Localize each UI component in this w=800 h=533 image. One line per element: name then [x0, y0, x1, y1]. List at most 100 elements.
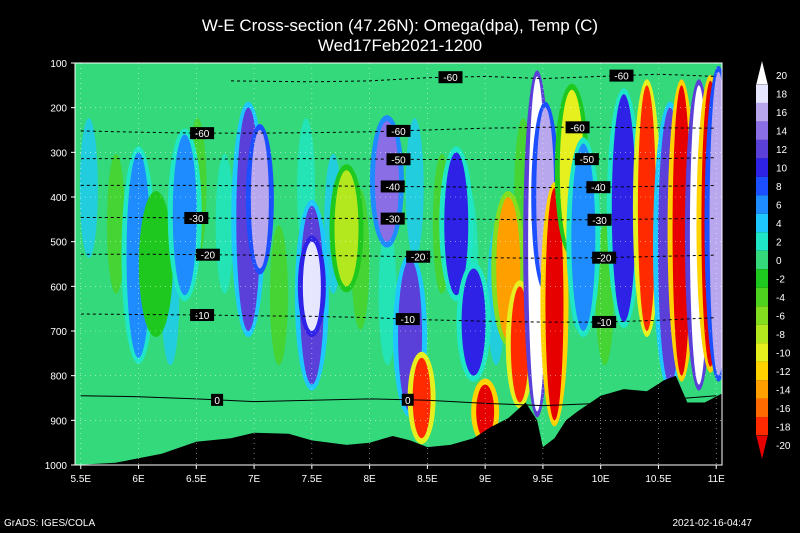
colorbar-label-18: -16 [776, 404, 791, 415]
omega-cell-12 [461, 268, 486, 376]
x-tick-label-4: 7.5E [302, 474, 323, 485]
temp-label-6-1: -10 [401, 315, 416, 326]
y-tick-label-7: 800 [50, 372, 67, 383]
temp-label-5-0: -20 [201, 251, 216, 262]
temp-contour--50-2 [80, 157, 717, 160]
colorbar-swatch-14 [756, 324, 768, 344]
colorbar-label-0: 20 [776, 71, 788, 82]
y-tick-label-4: 500 [50, 238, 67, 249]
temp-label-bg-5-1 [406, 250, 431, 263]
x-tick-label-5: 8E [363, 474, 376, 485]
colorbar-swatch-17 [756, 380, 768, 399]
chart-title: W-E Cross-section (47.26N): Omega(dpa), … [201, 16, 599, 35]
colorbar-swatch-19 [756, 417, 768, 436]
colorbar-swatch-3 [756, 121, 768, 140]
temp-label-5-2: -20 [597, 254, 612, 265]
x-tick-label-11: 11E [708, 474, 725, 485]
x-tick-label-7: 9E [479, 474, 492, 485]
temp-label-4-2: -30 [592, 216, 607, 227]
y-tick-label-2: 300 [50, 148, 67, 159]
temp-label-0-1: -60 [391, 127, 406, 138]
temp-label-bg-4-2 [587, 213, 612, 226]
x-tick-label-3: 7E [248, 474, 261, 485]
colorbar-label-7: 6 [776, 201, 782, 212]
colorbar-swatch-15 [756, 343, 768, 362]
footer-credit: GrADS: IGES/COLA [4, 518, 96, 529]
temp-contour--60-0 [80, 126, 717, 134]
colorbar-swatch-16 [756, 361, 768, 381]
colorbar-swatch-8 [756, 213, 768, 233]
colorbar-swatch-9 [756, 232, 768, 251]
x-tick-label-0: 5.5E [70, 474, 91, 485]
omega-band-1 [107, 153, 126, 294]
y-tick-label-5: 600 [50, 282, 67, 293]
colorbar-label-2: 16 [776, 108, 788, 119]
omega-cell-7 [334, 170, 359, 287]
temp-label-0-0: -60 [195, 129, 210, 140]
temp-label-4-0: -30 [189, 214, 204, 225]
y-tick-label-6: 700 [50, 327, 67, 338]
colorbar-label-4: 12 [776, 145, 788, 156]
y-tick-label-0: 100 [50, 59, 67, 70]
temp-label-3-1: -40 [591, 183, 606, 194]
omega-band-5 [215, 153, 234, 294]
omega-cell-15 [510, 286, 529, 403]
temp-label-6-2: -10 [597, 318, 612, 329]
temp-label-bg-2-1 [574, 153, 599, 166]
omega-cell-1 [143, 197, 168, 331]
colorbar-label-15: -10 [776, 348, 791, 359]
colorbar-label-14: -8 [776, 330, 785, 341]
omega-band-11 [378, 225, 397, 366]
footer-timestamp: 2021-02-16-04:47 [672, 518, 752, 529]
colorbar-label-10: 0 [776, 256, 782, 267]
temp-label-bg-5-2 [592, 251, 617, 264]
omega-cell-10 [412, 357, 431, 439]
temp-label-1-0: -60 [443, 73, 458, 84]
omega-cell-27 [709, 71, 722, 376]
temp-label-bg-3-0 [380, 180, 405, 193]
omega-cell-4 [250, 130, 269, 269]
x-tick-label-2: 6.5E [186, 474, 207, 485]
omega-cell-20 [571, 143, 596, 331]
colorbar-label-16: -12 [776, 367, 791, 378]
colorbar-top-arrow [755, 59, 769, 85]
temp-label-bg-4-1 [380, 212, 405, 225]
temp-contour-0-7 [80, 395, 717, 407]
colorbar-label-11: -2 [776, 274, 785, 285]
omega-cell-11 [444, 152, 469, 296]
colorbar-swatch-11 [756, 269, 768, 288]
colorbar-label-1: 18 [776, 90, 788, 101]
temp-label-bg-6-1 [395, 313, 420, 326]
colorbar-label-12: -4 [776, 293, 785, 304]
omega-cell-22 [637, 85, 656, 331]
colorbar-swatch-4 [756, 139, 768, 159]
x-tick-label-1: 6E [132, 474, 145, 485]
temp-label-bg-0-1 [386, 124, 411, 137]
colorbar-label-8: 4 [776, 219, 782, 230]
colorbar-swatch-18 [756, 398, 768, 418]
temp-label-3-0: -40 [385, 182, 400, 193]
x-tick-label-8: 9.5E [533, 474, 554, 485]
colorbar-label-5: 10 [776, 164, 788, 175]
temp-label-bg-3-1 [586, 181, 611, 194]
temp-label-7-1: 0 [405, 396, 411, 407]
plot-frame [74, 62, 723, 466]
temp-contour--60-1 [230, 73, 717, 83]
temp-label-0-2: -60 [570, 123, 585, 134]
y-tick-label-3: 400 [50, 193, 67, 204]
colorbar-swatch-12 [756, 287, 768, 307]
temp-label-5-1: -20 [411, 253, 426, 264]
y-tick-label-9: 1000 [45, 461, 68, 472]
temp-label-bg-1-1 [609, 69, 634, 82]
omega-cell-21 [611, 94, 636, 323]
temp-label-bg-7-1 [401, 393, 414, 406]
omega-band-12 [405, 118, 424, 259]
temp-label-bg-0-0 [190, 127, 215, 140]
colorbar-label-3: 14 [776, 127, 788, 138]
colorbar-label-17: -14 [776, 385, 791, 396]
temp-label-1-1: -60 [614, 72, 629, 83]
colorbar-swatch-1 [756, 84, 768, 103]
x-tick-label-10: 10.5E [645, 474, 671, 485]
chart-subtitle: Wed17Feb2021-1200 [317, 36, 483, 55]
